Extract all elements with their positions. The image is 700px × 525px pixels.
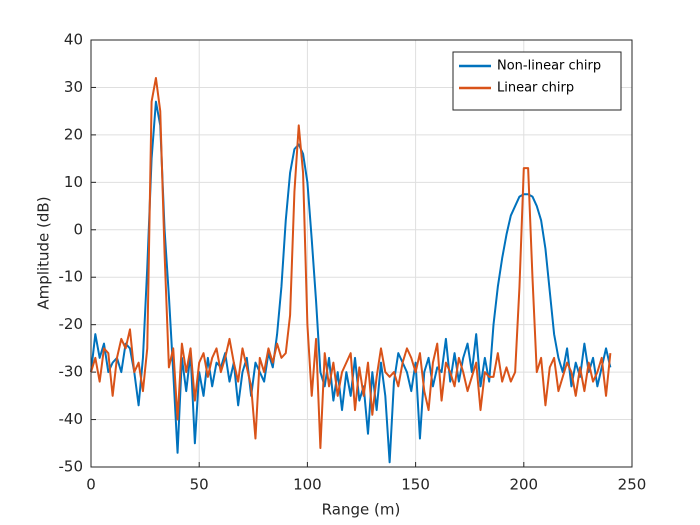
x-tick-label: 200 xyxy=(509,476,538,494)
legend-label: Linear chirp xyxy=(497,81,574,96)
plot-frame xyxy=(90,39,633,468)
y-tick-label: 40 xyxy=(64,31,83,49)
x-tick-label: 150 xyxy=(401,476,430,494)
legend-label: Non-linear chirp xyxy=(497,59,601,74)
x-tick-label: 250 xyxy=(618,476,647,494)
y-axis-label: Amplitude (dB) xyxy=(35,196,53,309)
y-tick-label: -40 xyxy=(59,410,84,428)
y-tick-label: -50 xyxy=(59,458,84,476)
y-tick-label: 20 xyxy=(64,125,83,143)
x-tick-label: 50 xyxy=(190,476,209,494)
y-tick-label: 0 xyxy=(73,220,83,238)
y-tick-label: -30 xyxy=(59,363,84,381)
series-line xyxy=(90,76,612,450)
y-tick-label: 10 xyxy=(64,173,83,191)
x-tick-label: 100 xyxy=(293,476,322,494)
x-axis-label: Range (m) xyxy=(322,501,401,519)
legend-box xyxy=(452,51,622,111)
y-tick-label: 30 xyxy=(64,78,83,96)
y-tick-label: -10 xyxy=(59,268,84,286)
y-tick-label: -20 xyxy=(59,315,84,333)
x-tick-label: 0 xyxy=(86,476,96,494)
